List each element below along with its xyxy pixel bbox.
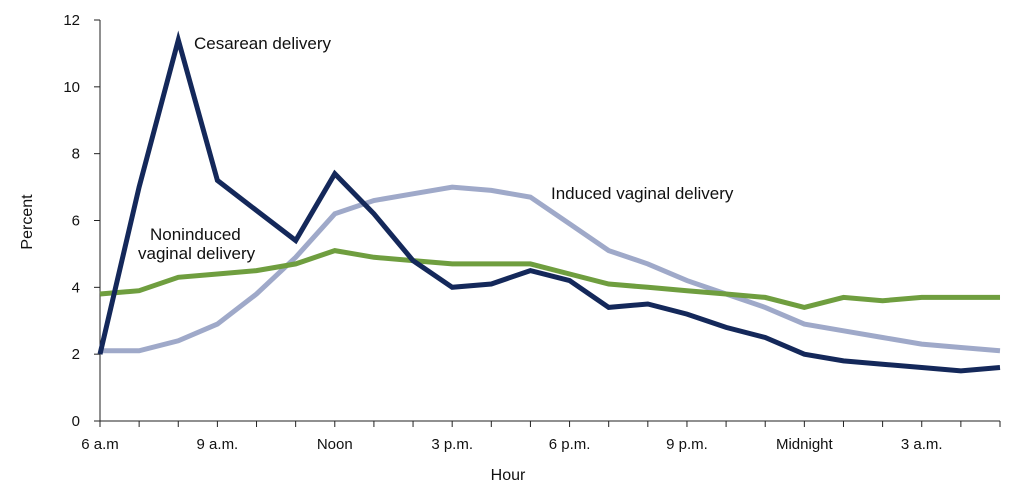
annotation-induced: Induced vaginal delivery — [551, 184, 734, 203]
x-axis-title: Hour — [491, 467, 526, 484]
y-tick-label: 2 — [72, 346, 80, 363]
series-line-induced-vaginal-delivery — [100, 184, 1001, 354]
x-tick-label: 3 p.m. — [431, 436, 473, 453]
x-tick-label: 3 a.m. — [901, 436, 943, 453]
x-tick-label: 9 p.m. — [666, 436, 708, 453]
annotation-noninduced-line1: Noninduced — [150, 225, 241, 244]
y-tick-label: 8 — [72, 146, 80, 163]
annotation-noninduced-line2: vaginal delivery — [138, 244, 256, 263]
y-axis-title: Percent — [19, 194, 36, 250]
y-tick-label: 6 — [72, 213, 80, 230]
x-tick-label: 6 p.m. — [549, 436, 591, 453]
x-tick-label: Noon — [317, 436, 353, 453]
x-tick-label: Midnight — [776, 436, 834, 453]
y-tick-label: 10 — [63, 79, 80, 96]
y-tick-label: 12 — [63, 12, 80, 29]
axes: 0 2 4 6 8 10 12 6 a.m 9 a.m. Noon 3 p.m. 6 p.m. 9 p.… — [63, 12, 1001, 453]
y-tick-label: 0 — [72, 413, 80, 430]
series-layer — [97, 30, 1001, 374]
series-line-cesarean-delivery — [97, 30, 1001, 374]
x-tick-label: 6 a.m — [81, 436, 119, 453]
x-tick-label: 9 a.m. — [197, 436, 239, 453]
annotation-cesarean: Cesarean delivery — [194, 34, 332, 53]
series-line-noninduced-vaginal-delivery — [99, 248, 1000, 310]
y-tick-label: 4 — [72, 279, 80, 296]
